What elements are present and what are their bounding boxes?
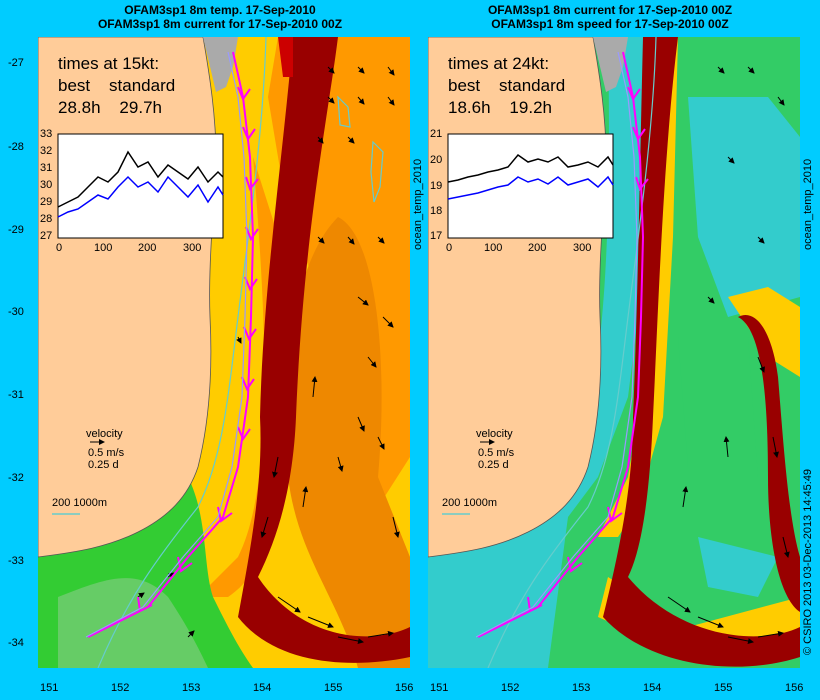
- depth-legend: 200 1000m: [52, 497, 108, 509]
- inset-xtick: 300: [573, 242, 592, 254]
- right-header: times at 24kt:: [448, 54, 550, 73]
- velocity-legend-time: 0.25 d: [88, 459, 119, 471]
- inset-ytick: 27: [40, 230, 53, 242]
- left-route-times: 28.8h 29.7h: [58, 98, 162, 117]
- left-title: OFAM3sp1 8m temp. 17-Sep-2010 OFAM3sp1 8…: [70, 3, 370, 31]
- inset-ytick: 17: [430, 230, 443, 242]
- x-tick: 153: [182, 682, 201, 694]
- isobath: [97, 37, 267, 668]
- x-tick: 155: [324, 682, 343, 694]
- current-core: [738, 315, 800, 612]
- right-title-line1: OFAM3sp1 8m current for 17-Sep-2010 00Z: [487, 3, 733, 17]
- inset-xtick: 0: [56, 242, 63, 254]
- standard-route: [475, 51, 638, 638]
- inset-ytick: 29: [40, 196, 53, 208]
- inset-xtick: 0: [446, 242, 453, 254]
- left-route-labels: best standard: [58, 76, 176, 95]
- x-tick: 152: [111, 682, 130, 694]
- y-tick: -28: [8, 141, 24, 153]
- x-tick: 156: [395, 682, 414, 694]
- right-map-graphic: [428, 37, 800, 668]
- inset-ytick: 31: [40, 162, 53, 174]
- isobath: [337, 95, 351, 128]
- inset-xtick: 100: [484, 242, 503, 254]
- slow-region: [698, 537, 778, 597]
- inset-xtick: 200: [528, 242, 547, 254]
- depth-legend: 200 1000m: [442, 497, 498, 509]
- current-arrows: [667, 66, 790, 644]
- x-tick: 151: [40, 682, 59, 694]
- inset-xtick: 100: [94, 242, 113, 254]
- right-title: OFAM3sp1 8m current for 17-Sep-2010 00Z …: [455, 3, 765, 31]
- left-side-label: ocean_temp_2010: [412, 158, 424, 250]
- inset-xtick: 200: [138, 242, 157, 254]
- x-tick: 152: [501, 682, 520, 694]
- left-title-line1: OFAM3sp1 8m temp. 17-Sep-2010: [124, 3, 316, 17]
- isobath: [370, 140, 384, 203]
- inset-ytick: 18: [430, 205, 443, 217]
- velocity-legend-time: 0.25 d: [478, 459, 509, 471]
- isobath: [487, 37, 657, 668]
- velocity-legend-speed: 0.5 m/s: [478, 447, 515, 459]
- y-tick: -32: [8, 472, 24, 484]
- left-header: times at 15kt:: [58, 54, 160, 73]
- inset-ytick: 28: [40, 213, 53, 225]
- land: [593, 37, 628, 92]
- land: [203, 37, 238, 92]
- current-core: [238, 37, 410, 663]
- current-arrows: [137, 66, 400, 644]
- inset-series-black: [447, 153, 614, 183]
- velocity-legend-title: velocity: [86, 428, 123, 440]
- slow-region: [678, 337, 758, 507]
- inset-series-blue: [57, 175, 224, 218]
- inset-ytick: 32: [40, 145, 53, 157]
- inset-series-blue: [447, 175, 614, 200]
- inset-ytick: 33: [40, 128, 53, 140]
- inset-ytick: 21: [430, 128, 443, 140]
- x-tick: 154: [253, 682, 272, 694]
- y-tick: -29: [8, 224, 24, 236]
- x-tick: 155: [714, 682, 733, 694]
- inset-xtick: 300: [183, 242, 202, 254]
- right-route-times: 18.6h 19.2h: [448, 98, 552, 117]
- standard-route: [85, 51, 248, 638]
- x-tick: 151: [430, 682, 449, 694]
- velocity-legend-speed: 0.5 m/s: [88, 447, 125, 459]
- y-tick: -34: [8, 637, 24, 649]
- x-tick: 154: [643, 682, 662, 694]
- left-map: times at 15kt: best standard 28.8h 29.7h…: [38, 37, 410, 668]
- current-core: [278, 37, 293, 77]
- slow-region: [428, 37, 658, 668]
- left-map-graphic: [38, 37, 410, 668]
- slow-region: [688, 97, 800, 317]
- y-tick: -33: [8, 555, 24, 567]
- left-title-line2: OFAM3sp1 8m current for 17-Sep-2010 00Z: [97, 17, 343, 31]
- inset-ytick: 19: [430, 180, 443, 192]
- right-map: times at 24kt: best standard 18.6h 19.2h…: [428, 37, 800, 668]
- right-title-line2: OFAM3sp1 8m speed for 17-Sep-2010 00Z: [491, 17, 729, 31]
- inset-ytick: 20: [430, 154, 443, 166]
- warm-region: [285, 217, 410, 668]
- right-side-label: ocean_temp_2010: [802, 158, 814, 250]
- cool-region: [58, 578, 208, 668]
- inset-chart: [447, 133, 614, 239]
- x-tick: 153: [572, 682, 591, 694]
- current-core: [603, 37, 800, 667]
- inset-ytick: 30: [40, 179, 53, 191]
- inset-series-black: [57, 150, 224, 208]
- credit-label: © CSIRO 2013 03-Dec-2013 14:45:49: [802, 468, 814, 655]
- x-tick: 156: [785, 682, 804, 694]
- y-tick: -31: [8, 389, 24, 401]
- y-tick: -27: [8, 57, 24, 69]
- right-route-labels: best standard: [448, 76, 566, 95]
- y-tick: -30: [8, 306, 24, 318]
- velocity-legend-title: velocity: [476, 428, 513, 440]
